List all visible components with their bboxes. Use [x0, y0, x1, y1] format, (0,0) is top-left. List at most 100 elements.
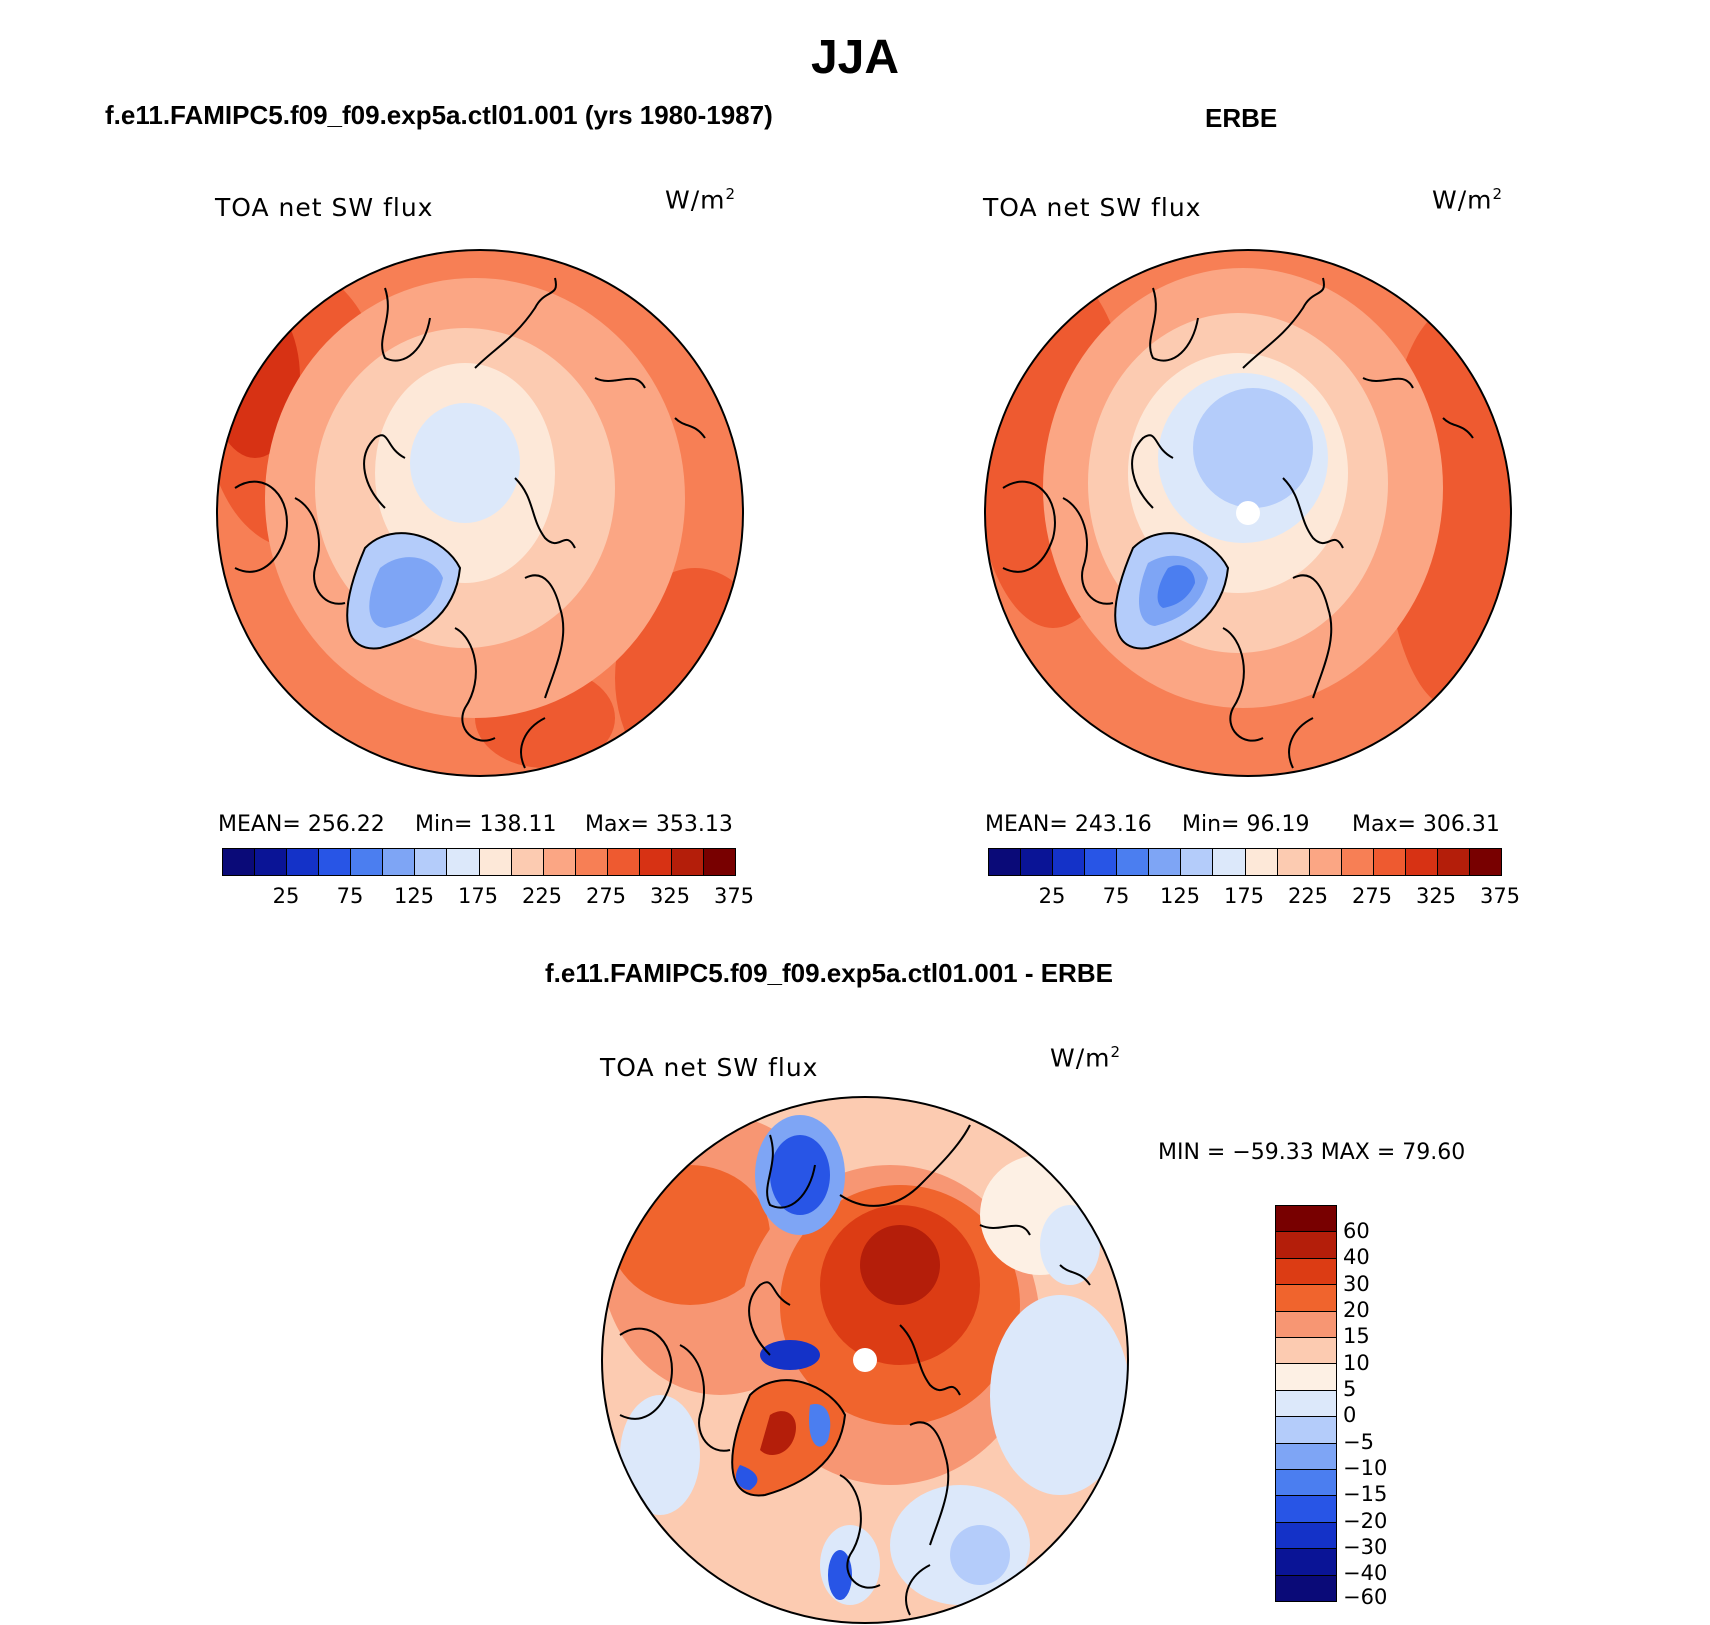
colorbar-swatch: [1276, 1364, 1336, 1391]
colorbar-swatch: [607, 849, 640, 875]
colorbar-swatch: [1276, 1311, 1336, 1339]
colorbar-swatch: [671, 849, 704, 875]
panel-title-diff: f.e11.FAMIPC5.f09_f09.exp5a.ctl01.001 - …: [545, 958, 1113, 988]
colorbar-swatch: [1277, 849, 1310, 875]
colorbar-tick-label: 225: [1287, 884, 1329, 908]
variable-label-model: TOA net SW flux: [215, 193, 434, 222]
colorbar-obs: [988, 848, 1502, 876]
mean-stat-model: MEAN= 256.22: [218, 812, 385, 837]
colorbar-tick-label: 275: [1351, 884, 1393, 908]
colorbar-swatch: [1276, 1470, 1336, 1497]
colorbar-swatch: [1181, 849, 1214, 875]
colorbar-swatch: [255, 849, 288, 875]
colorbar-swatch: [989, 849, 1022, 875]
colorbar-swatch: [1276, 1496, 1336, 1523]
colorbar-tick-label: 175: [1223, 884, 1265, 908]
mean-stat-obs: MEAN= 243.16: [985, 812, 1152, 837]
colorbar-ticks-model: 25 75 125 175 225 275 325 375: [222, 884, 754, 914]
colorbar-swatch: [1085, 849, 1118, 875]
colorbar-ticks-diff: 60 40 30 20 15 10 5 0 −5 −10 −15 −20 −30…: [1343, 1205, 1423, 1600]
colorbar-tick-label: −5: [1343, 1430, 1374, 1454]
units-label-model: W/m2: [665, 185, 737, 215]
colorbar-swatch: [351, 849, 384, 875]
colorbar-swatch: [1117, 849, 1150, 875]
colorbar-ticks-obs: 25 75 125 175 225 275 325 375: [988, 884, 1520, 914]
colorbar-swatch: [1276, 1285, 1336, 1312]
colorbar-diff: [1275, 1205, 1337, 1602]
colorbar-swatch: [1309, 849, 1342, 875]
colorbar-swatch: [1276, 1206, 1336, 1233]
colorbar-tick-label: 5: [1343, 1377, 1357, 1401]
colorbar-swatch: [287, 849, 320, 875]
colorbar-tick-label: 175: [457, 884, 499, 908]
colorbar-tick-label: −40: [1343, 1561, 1388, 1585]
colorbar-tick-label: 275: [585, 884, 627, 908]
colorbar-tick-label: 75: [336, 884, 364, 908]
colorbar-swatch: [383, 849, 416, 875]
colorbar-tick-label: −60: [1343, 1585, 1388, 1609]
colorbar-swatch: [1149, 849, 1182, 875]
colorbar-swatch: [639, 849, 672, 875]
colorbar-swatch: [1276, 1443, 1336, 1471]
min-stat-obs: Min= 96.19: [1182, 812, 1310, 837]
colorbar-swatch: [1341, 849, 1374, 875]
colorbar-tick-label: 20: [1343, 1298, 1370, 1322]
variable-label-obs: TOA net SW flux: [983, 193, 1202, 222]
colorbar-tick-label: 375: [713, 884, 755, 908]
units-label-obs: W/m2: [1432, 185, 1504, 215]
colorbar-swatch: [1053, 849, 1086, 875]
colorbar-tick-label: −20: [1343, 1509, 1388, 1533]
colorbar-swatch: [1373, 849, 1406, 875]
colorbar-swatch: [1276, 1417, 1336, 1444]
max-stat-model: Max= 353.13: [585, 812, 733, 837]
colorbar-swatch: [575, 849, 608, 875]
colorbar-tick-label: 325: [649, 884, 691, 908]
colorbar-swatch: [1245, 849, 1278, 875]
colorbar-swatch: [1276, 1575, 1336, 1602]
colorbar-tick-label: 125: [393, 884, 435, 908]
units-label-diff: W/m2: [1050, 1043, 1122, 1073]
colorbar-tick-label: 25: [272, 884, 300, 908]
colorbar-tick-label: 225: [521, 884, 563, 908]
colorbar-tick-label: −15: [1343, 1482, 1388, 1506]
colorbar-swatch: [1437, 849, 1470, 875]
colorbar-swatch: [1276, 1390, 1336, 1418]
variable-label-diff: TOA net SW flux: [600, 1053, 819, 1082]
panel-title-model: f.e11.FAMIPC5.f09_f09.exp5a.ctl01.001 (y…: [105, 100, 773, 130]
colorbar-swatch: [1276, 1522, 1336, 1550]
polar-map-diff: [601, 1096, 1129, 1624]
colorbar-swatch: [447, 849, 480, 875]
colorbar-tick-label: 40: [1343, 1245, 1370, 1269]
colorbar-swatch: [1213, 849, 1246, 875]
colorbar-tick-label: 15: [1343, 1324, 1370, 1348]
colorbar-tick-label: −10: [1343, 1456, 1388, 1480]
colorbar-swatch: [1469, 849, 1501, 875]
polar-map-obs: [984, 249, 1512, 777]
colorbar-swatch: [1276, 1232, 1336, 1259]
colorbar-tick-label: 30: [1343, 1272, 1370, 1296]
max-stat-obs: Max= 306.31: [1352, 812, 1500, 837]
colorbar-tick-label: 375: [1479, 884, 1521, 908]
colorbar-tick-label: 25: [1038, 884, 1066, 908]
polar-map-model: [216, 249, 744, 777]
panel-title-obs: ERBE: [1205, 103, 1278, 133]
figure-title: JJA: [810, 31, 900, 84]
colorbar-tick-label: 125: [1159, 884, 1201, 908]
colorbar-model: [222, 848, 736, 876]
colorbar-tick-label: 10: [1343, 1351, 1370, 1375]
colorbar-swatch: [1276, 1258, 1336, 1286]
colorbar-swatch: [1021, 849, 1054, 875]
colorbar-swatch: [543, 849, 576, 875]
colorbar-swatch: [479, 849, 512, 875]
colorbar-swatch: [1405, 849, 1438, 875]
colorbar-swatch: [1276, 1338, 1336, 1365]
minmax-stat-diff: MIN = −59.33 MAX = 79.60: [1158, 1140, 1466, 1165]
colorbar-tick-label: 60: [1343, 1219, 1370, 1243]
colorbar-tick-label: −30: [1343, 1535, 1388, 1559]
colorbar-swatch: [319, 849, 352, 875]
colorbar-tick-label: 325: [1415, 884, 1457, 908]
colorbar-tick-label: 75: [1102, 884, 1130, 908]
colorbar-swatch: [415, 849, 448, 875]
colorbar-swatch: [511, 849, 544, 875]
min-stat-model: Min= 138.11: [415, 812, 557, 837]
